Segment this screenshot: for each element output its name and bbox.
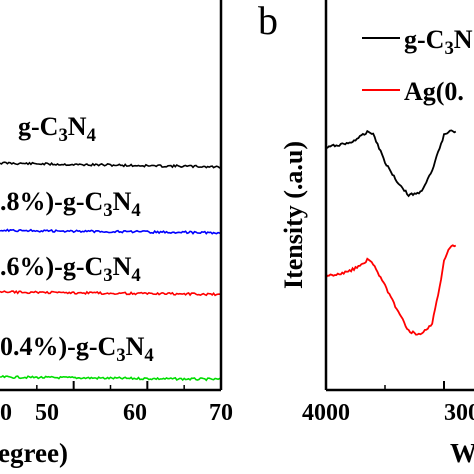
panel-a: g-C3N4 .8%)-g-C3N4 .6%)-g-C3N4 0.4%)-g-C3N4… bbox=[0, 0, 233, 468]
panel-b-legend-label-1: g-C3N bbox=[404, 25, 473, 59]
panel-a-ticks bbox=[36, 381, 222, 390]
panel-a-series-label-2: .8%)-g-C3N4 bbox=[0, 187, 141, 221]
panel-a-series-label-1: g-C3N4 bbox=[18, 112, 96, 146]
panel-a-x-axis-label: egree) bbox=[0, 438, 68, 468]
panel-a-series-line-4 bbox=[0, 374, 222, 382]
panel-a-tick-label-40: 40 bbox=[0, 400, 12, 426]
panel-a-series-label-4: 0.4%)-g-C3N4 bbox=[0, 332, 154, 366]
panel-a-series-line-1 bbox=[0, 161, 222, 169]
panel-a-tick-label-60: 60 bbox=[123, 400, 147, 426]
panel-a-tick-label-70: 70 bbox=[209, 400, 233, 426]
panel-b-letter: b bbox=[258, 0, 278, 43]
panel-a-series-line-2 bbox=[0, 228, 222, 235]
panel-a-series-line-3 bbox=[0, 289, 222, 297]
panel-a-labels-layer: g-C3N4 .8%)-g-C3N4 .6%)-g-C3N4 0.4%)-g-C3N4 bbox=[0, 112, 154, 366]
panel-b-tick-label-4000: 4000 bbox=[302, 400, 350, 426]
panel-b-y-axis-label: Itensity (.a.u) bbox=[279, 141, 308, 289]
panel-b-tick-label-3000: 300 bbox=[444, 400, 474, 426]
panel-a-series-label-3: .6%)-g-C3N4 bbox=[0, 252, 141, 286]
panel-a-series-layer bbox=[0, 161, 222, 382]
panel-a-tick-label-50: 50 bbox=[35, 400, 59, 426]
panel-b-series-layer bbox=[325, 129, 457, 336]
panel-b-ticks bbox=[325, 381, 445, 390]
panel-b-x-axis-label: W bbox=[450, 438, 474, 468]
panel-b: b 4000 300 W Itensity (.a.u) g-C3N Ag(0. bbox=[258, 0, 474, 468]
panel-b-legend: g-C3N Ag(0. bbox=[362, 25, 473, 106]
panel-b-legend-label-2: Ag(0. bbox=[404, 77, 464, 106]
panel-b-series-line-1 bbox=[325, 129, 457, 198]
panel-b-series-line-2 bbox=[325, 244, 457, 336]
